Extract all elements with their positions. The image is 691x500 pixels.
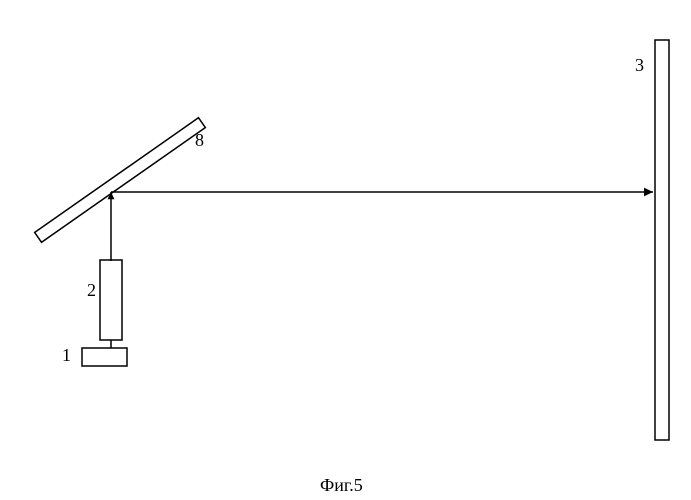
- label-1: 1: [62, 345, 71, 366]
- label-2: 2: [87, 280, 96, 301]
- label-8: 8: [195, 130, 204, 151]
- base-element: [82, 348, 127, 366]
- tube-element: [100, 260, 122, 340]
- figure-caption: Фиг.5: [320, 475, 363, 496]
- diagram-canvas: [0, 0, 691, 500]
- mirror-element: [35, 118, 206, 243]
- screen-element: [655, 40, 669, 440]
- label-3: 3: [635, 55, 644, 76]
- horizontal-arrow-head: [644, 188, 653, 197]
